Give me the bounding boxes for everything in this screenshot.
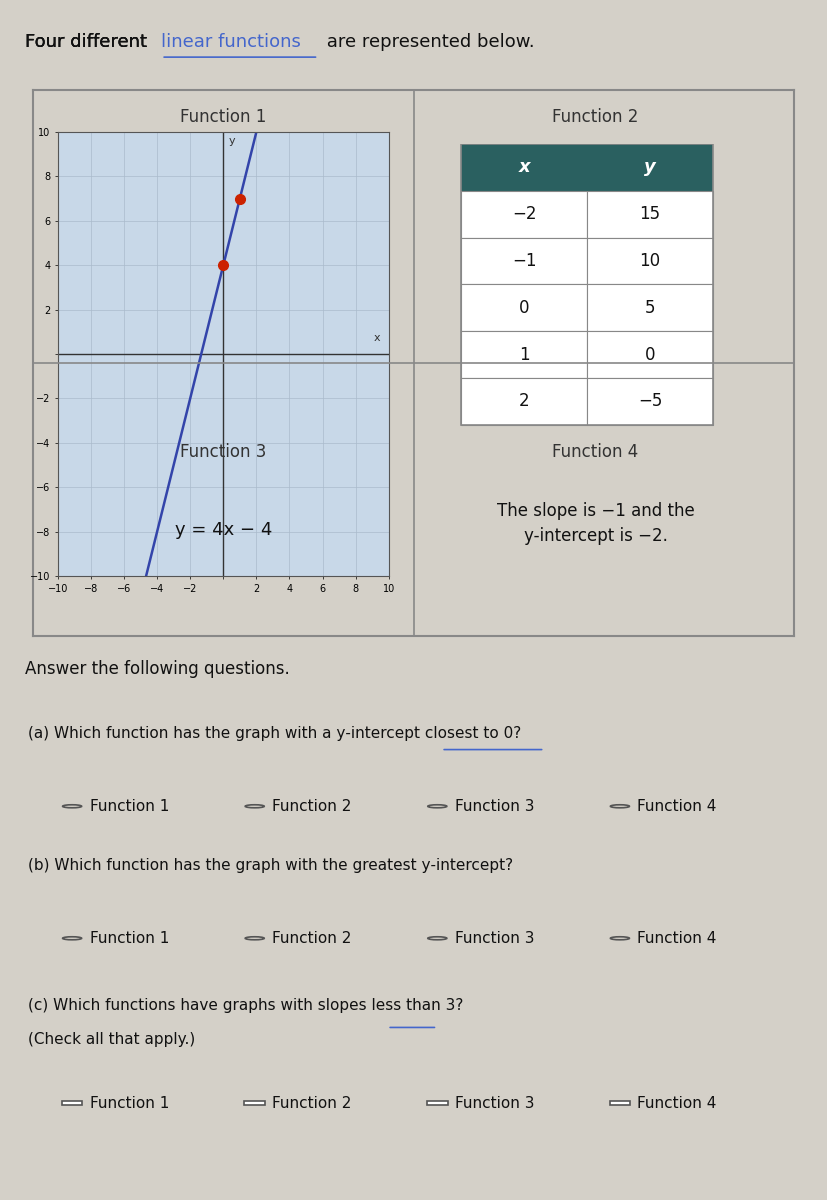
FancyBboxPatch shape: [461, 144, 713, 191]
Text: Function 1: Function 1: [89, 799, 169, 814]
Text: are represented below.: are represented below.: [321, 32, 534, 50]
Text: 0: 0: [519, 299, 529, 317]
Text: x: x: [519, 158, 530, 176]
Text: linear functions: linear functions: [161, 32, 301, 50]
Text: Function 2: Function 2: [272, 1096, 351, 1110]
FancyBboxPatch shape: [587, 191, 713, 238]
Text: Function 4: Function 4: [638, 931, 717, 946]
Text: Function 1: Function 1: [180, 108, 266, 126]
Text: Four different: Four different: [25, 32, 152, 50]
Text: Function 1: Function 1: [89, 1096, 169, 1110]
Text: (Check all that apply.): (Check all that apply.): [28, 1032, 196, 1046]
FancyBboxPatch shape: [587, 331, 713, 378]
FancyBboxPatch shape: [62, 1100, 83, 1105]
Text: (c) Which functions have graphs with slopes less than 3?: (c) Which functions have graphs with slo…: [28, 998, 464, 1013]
Text: Function 4: Function 4: [552, 444, 638, 462]
Text: 5: 5: [645, 299, 655, 317]
Text: Function 3: Function 3: [455, 799, 534, 814]
Text: −2: −2: [512, 205, 537, 223]
Text: Four different: Four different: [25, 32, 152, 50]
Text: Function 2: Function 2: [552, 108, 638, 126]
FancyBboxPatch shape: [461, 191, 587, 238]
Text: The slope is −1 and the
y-intercept is −2.: The slope is −1 and the y-intercept is −…: [496, 502, 695, 545]
FancyBboxPatch shape: [245, 1100, 265, 1105]
Text: y = 4x − 4: y = 4x − 4: [174, 521, 272, 539]
FancyBboxPatch shape: [461, 331, 587, 378]
Text: y: y: [228, 137, 235, 146]
Text: (b) Which function has the graph with the greatest y‑intercept?: (b) Which function has the graph with th…: [28, 858, 514, 872]
Text: 2: 2: [519, 392, 529, 410]
Text: Function 2: Function 2: [272, 799, 351, 814]
Text: 15: 15: [639, 205, 661, 223]
Text: Function 3: Function 3: [180, 444, 266, 462]
Text: Function 3: Function 3: [455, 931, 534, 946]
FancyBboxPatch shape: [587, 238, 713, 284]
Text: 10: 10: [639, 252, 661, 270]
Text: x: x: [374, 332, 380, 343]
Text: Function 2: Function 2: [272, 931, 351, 946]
Text: Function 4: Function 4: [638, 1096, 717, 1110]
Text: (a) Which function has the graph with a y‑intercept closest to 0?: (a) Which function has the graph with a …: [28, 726, 522, 740]
FancyBboxPatch shape: [609, 1100, 630, 1105]
Text: Function 4: Function 4: [638, 799, 717, 814]
FancyBboxPatch shape: [587, 378, 713, 425]
Text: Four different: Four different: [25, 32, 152, 50]
FancyBboxPatch shape: [587, 284, 713, 331]
Text: −1: −1: [512, 252, 537, 270]
Text: 1: 1: [519, 346, 529, 364]
Text: Answer the following questions.: Answer the following questions.: [25, 660, 289, 678]
Text: Function 3: Function 3: [455, 1096, 534, 1110]
Text: 0: 0: [645, 346, 655, 364]
FancyBboxPatch shape: [427, 1100, 447, 1105]
Text: y: y: [644, 158, 656, 176]
FancyBboxPatch shape: [461, 378, 587, 425]
Text: Function 1: Function 1: [89, 931, 169, 946]
FancyBboxPatch shape: [461, 238, 587, 284]
Text: −5: −5: [638, 392, 662, 410]
FancyBboxPatch shape: [461, 284, 587, 331]
